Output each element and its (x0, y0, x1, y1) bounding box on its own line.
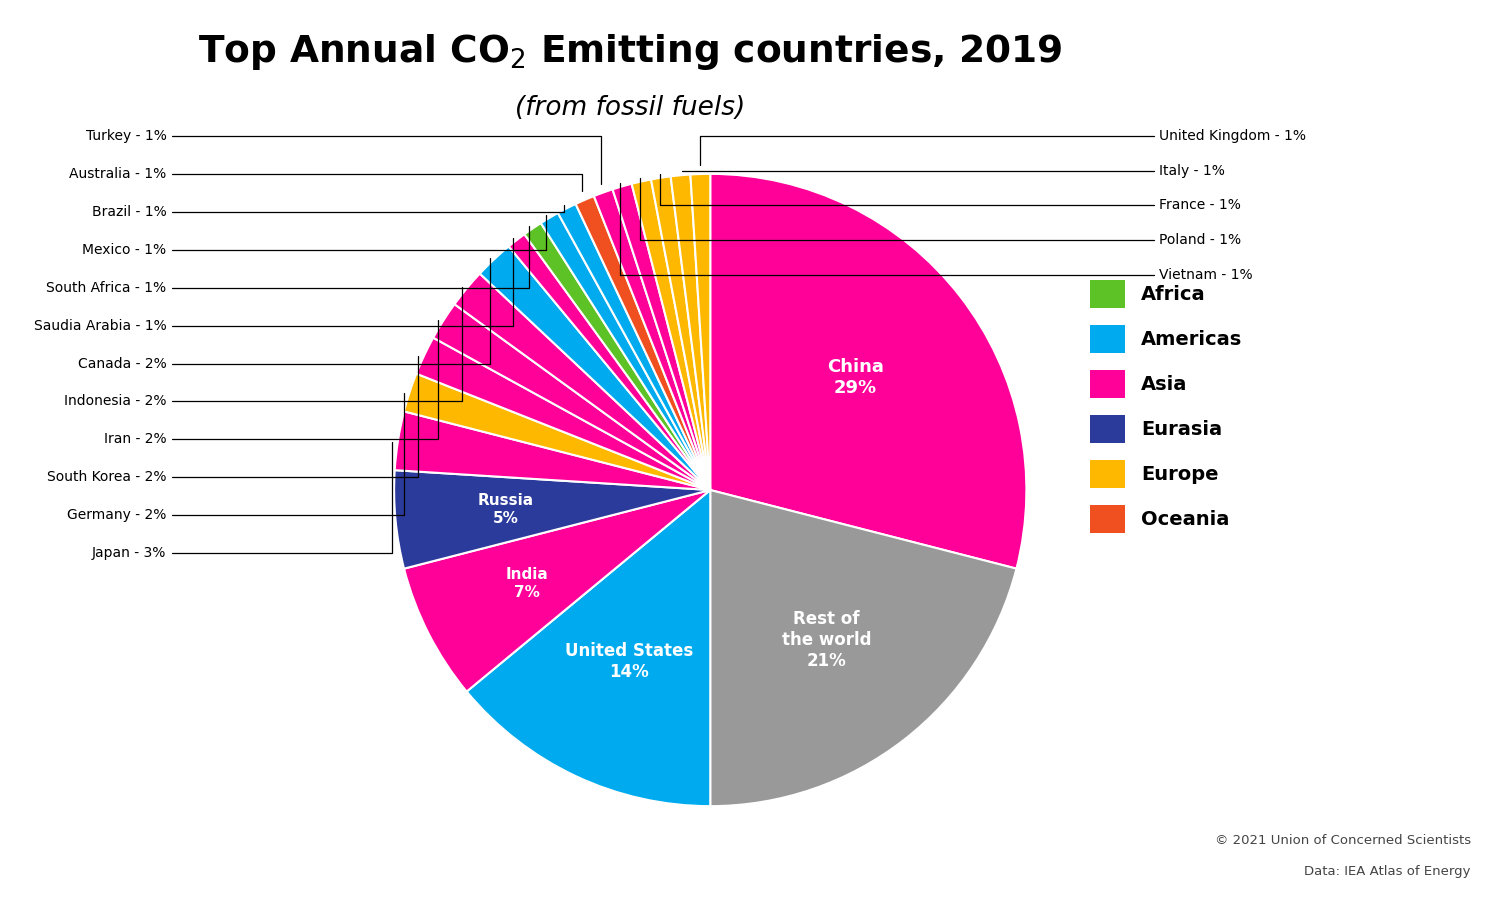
Text: Germany - 2%: Germany - 2% (68, 393, 404, 523)
Wedge shape (416, 338, 710, 490)
Wedge shape (651, 177, 710, 490)
Text: Poland - 1%: Poland - 1% (639, 178, 1241, 247)
Wedge shape (632, 179, 710, 490)
Text: Top Annual CO$_2$ Emitting countries, 2019: Top Annual CO$_2$ Emitting countries, 20… (198, 32, 1063, 71)
Wedge shape (558, 204, 710, 490)
Wedge shape (509, 234, 710, 490)
Text: Australia - 1%: Australia - 1% (69, 167, 582, 191)
Text: Vietnam - 1%: Vietnam - 1% (620, 183, 1253, 282)
Wedge shape (434, 305, 710, 490)
Text: Saudia Arabia - 1%: Saudia Arabia - 1% (33, 238, 513, 332)
Text: Turkey - 1%: Turkey - 1% (86, 129, 600, 184)
Text: China
29%: China 29% (827, 359, 884, 397)
Wedge shape (524, 223, 710, 490)
Text: South Korea - 2%: South Korea - 2% (47, 356, 419, 485)
Wedge shape (710, 490, 1016, 806)
Wedge shape (594, 189, 710, 490)
Text: Rest of
the world
21%: Rest of the world 21% (782, 610, 871, 669)
Wedge shape (710, 174, 1027, 569)
Text: South Africa - 1%: South Africa - 1% (47, 226, 528, 295)
Text: United States
14%: United States 14% (566, 642, 693, 681)
Wedge shape (455, 274, 710, 490)
Wedge shape (480, 247, 710, 490)
Text: Mexico - 1%: Mexico - 1% (83, 215, 546, 257)
Text: India
7%: India 7% (506, 567, 548, 599)
Text: Russia
5%: Russia 5% (477, 493, 534, 525)
Text: France - 1%: France - 1% (660, 174, 1241, 213)
Text: United Kingdom - 1%: United Kingdom - 1% (699, 129, 1306, 165)
Wedge shape (404, 490, 710, 692)
Text: Canada - 2%: Canada - 2% (78, 258, 489, 370)
Wedge shape (467, 490, 710, 806)
Text: Iran - 2%: Iran - 2% (104, 320, 438, 446)
Wedge shape (540, 213, 710, 490)
Legend: Africa, Americas, Asia, Eurasia, Europe, Oceania: Africa, Americas, Asia, Eurasia, Europe,… (1090, 280, 1243, 532)
Wedge shape (671, 175, 710, 490)
Text: Indonesia - 2%: Indonesia - 2% (65, 287, 462, 408)
Wedge shape (404, 374, 710, 490)
Text: Japan - 3%: Japan - 3% (92, 442, 392, 560)
Text: Brazil - 1%: Brazil - 1% (92, 205, 564, 219)
Wedge shape (395, 412, 710, 490)
Text: (from fossil fuels): (from fossil fuels) (515, 95, 746, 121)
Wedge shape (690, 174, 710, 490)
Wedge shape (612, 184, 710, 490)
Text: Italy - 1%: Italy - 1% (681, 164, 1225, 177)
Wedge shape (576, 196, 710, 490)
Wedge shape (395, 470, 710, 569)
Text: Data: IEA Atlas of Energy: Data: IEA Atlas of Energy (1304, 866, 1471, 878)
Text: © 2021 Union of Concerned Scientists: © 2021 Union of Concerned Scientists (1214, 834, 1471, 847)
